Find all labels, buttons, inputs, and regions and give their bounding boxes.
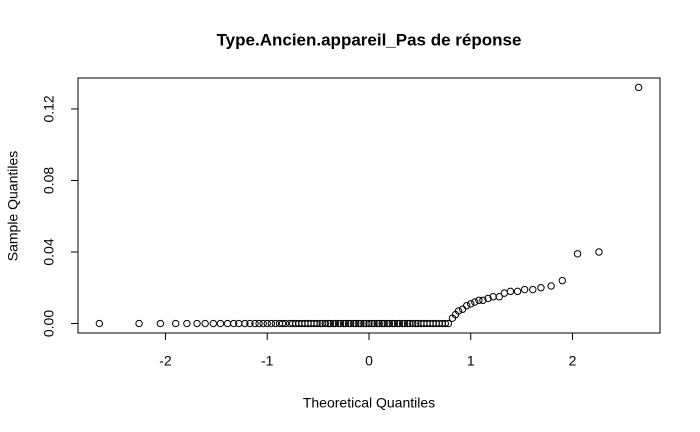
point [412,319,420,328]
point [321,319,329,328]
point [271,319,280,328]
point [278,319,287,328]
point [547,282,555,290]
x-tick-label: 0 [365,353,373,369]
y-tick-label: 0.08 [41,167,57,194]
point [634,83,643,92]
point [341,319,350,328]
point [484,294,492,303]
point [281,319,290,328]
point [475,296,483,304]
point [380,319,388,328]
y-tick-label: 0.04 [41,238,57,265]
point [336,319,345,328]
point [95,319,104,328]
point [339,319,348,328]
x-axis-label: Theoretical Quantiles [303,395,435,411]
point [471,298,479,306]
point [462,301,471,310]
point [370,319,378,328]
point [385,319,394,328]
point [454,307,463,315]
point [355,319,363,328]
y-axis-label: Sample Quantiles [5,151,21,262]
point [209,319,218,328]
point [259,319,267,328]
point [390,319,399,328]
point [398,319,407,328]
x-tick-label: -1 [261,353,274,369]
point [135,319,143,328]
point [520,285,529,294]
point [350,319,358,328]
point [441,319,450,328]
x-tick-label: 1 [467,353,475,369]
point [375,319,383,328]
point [229,319,238,328]
point [368,319,376,328]
point [513,287,522,296]
point [201,319,209,328]
point [156,319,165,328]
x-tick-label: -2 [159,353,172,369]
point [193,319,201,328]
point [444,319,453,328]
point [383,319,392,328]
point [324,319,333,328]
point [467,300,475,308]
point [393,319,402,328]
point [529,285,537,294]
point [267,319,276,328]
point [595,248,603,256]
point [558,276,567,285]
point [365,319,373,328]
point [313,319,321,328]
point [326,319,335,328]
point [403,319,412,328]
x-tick-label: 2 [569,353,577,369]
point [479,296,487,304]
point [573,250,582,258]
point [241,319,249,328]
point [216,319,225,328]
point [352,319,360,328]
point [495,292,503,301]
point [251,319,259,328]
point [373,319,381,328]
point [378,319,386,328]
point [360,319,368,328]
point [246,319,254,328]
chart-title: Type.Ancien.appareil_Pas de réponse [217,30,522,49]
y-tick-label: 0.00 [41,310,57,337]
point [334,319,343,328]
point [316,319,324,328]
point [388,319,397,328]
point [506,287,515,296]
point [400,319,409,328]
point [263,319,271,328]
point [346,319,355,328]
point [331,319,340,328]
point [395,319,404,328]
point [344,319,353,328]
point [255,319,263,328]
y-tick-label: 0.12 [41,95,57,122]
point [329,319,338,328]
point [183,319,191,328]
point [409,319,417,328]
point [171,319,180,328]
point [537,284,545,292]
point [357,319,365,328]
